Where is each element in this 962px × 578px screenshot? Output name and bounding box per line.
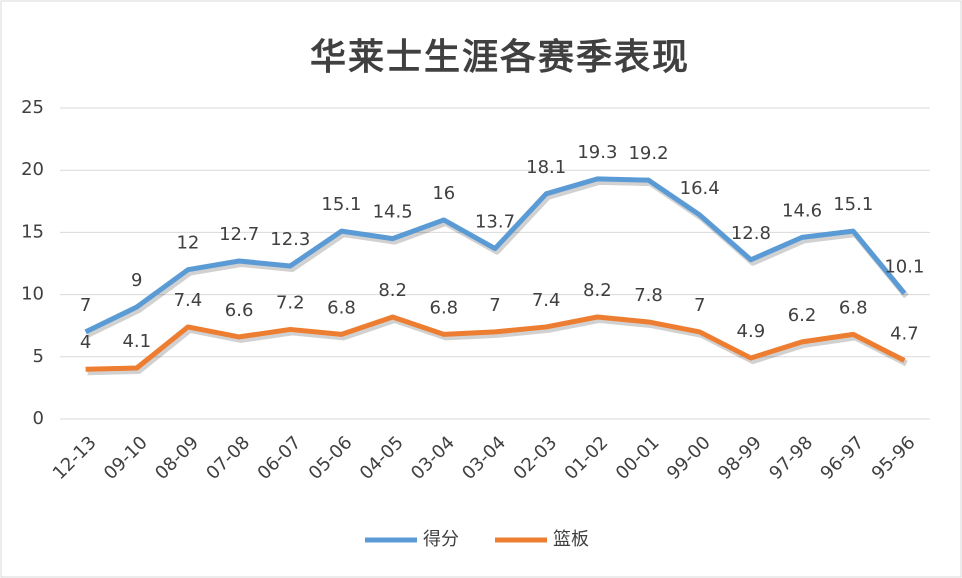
- data-label: 16.4: [680, 178, 720, 199]
- y-tick-label: 5: [33, 346, 44, 367]
- data-label: 4.1: [122, 331, 151, 352]
- data-label: 4: [80, 332, 91, 353]
- data-label: 12.3: [270, 229, 310, 250]
- data-label: 7: [80, 295, 91, 316]
- data-label: 7: [489, 295, 500, 316]
- data-label: 7.4: [532, 290, 561, 311]
- y-tick-label: 10: [21, 284, 44, 305]
- data-label: 6.8: [327, 297, 356, 318]
- data-label: 12: [176, 233, 199, 254]
- data-label: 8.2: [583, 280, 612, 301]
- data-label: 15.1: [321, 194, 361, 215]
- data-label: 7.2: [276, 292, 305, 313]
- chart-title: 华莱士生涯各赛季表现: [310, 36, 690, 78]
- y-tick-label: 20: [21, 159, 44, 180]
- line-shadow: [86, 178, 909, 338]
- data-label: 6.8: [839, 297, 868, 318]
- data-label: 16: [432, 183, 455, 204]
- data-label: 19.3: [577, 142, 617, 163]
- data-label: 4.7: [890, 324, 919, 345]
- y-tick-label: 0: [33, 408, 44, 429]
- legend-label: 篮板: [553, 529, 589, 550]
- y-tick-label: 15: [21, 221, 44, 242]
- data-label: 6.6: [225, 300, 254, 321]
- line-shadow: [87, 316, 908, 376]
- data-label: 12.7: [219, 224, 259, 245]
- legend-label: 得分: [423, 529, 459, 550]
- data-label: 4.9: [737, 321, 766, 342]
- data-label: 9: [131, 270, 142, 291]
- data-label: 18.1: [526, 157, 566, 178]
- data-label: 14.5: [373, 202, 413, 223]
- data-label: 15.1: [833, 194, 873, 215]
- series-line: [85, 314, 906, 372]
- data-label: 14.6: [782, 200, 822, 221]
- data-label: 7.4: [174, 290, 203, 311]
- data-label: 6.2: [788, 305, 817, 326]
- data-label: 7.8: [634, 285, 663, 306]
- data-label: 8.2: [378, 280, 407, 301]
- y-tick-label: 25: [21, 97, 44, 118]
- data-label: 10.1: [884, 256, 924, 277]
- series-line: [84, 176, 907, 335]
- data-label: 6.8: [430, 297, 459, 318]
- data-label: 7: [694, 295, 705, 316]
- data-label: 12.8: [731, 223, 771, 244]
- data-label: 19.2: [628, 143, 668, 164]
- data-label: 13.7: [475, 212, 515, 233]
